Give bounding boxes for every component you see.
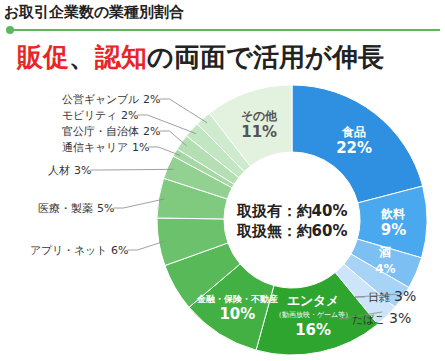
inside-value: 4%	[375, 262, 395, 276]
label-value: 3%	[389, 310, 411, 326]
leader-line	[137, 115, 196, 134]
center-text: 取扱無：約60%	[236, 222, 348, 240]
outside-label: 人材 3%	[48, 164, 91, 177]
label-category: 通信キャリア	[62, 141, 128, 154]
label-category: 公営ギャンブル	[62, 93, 139, 106]
label-value: 6%	[111, 244, 128, 257]
slice	[209, 85, 292, 166]
center-text: 取扱有：約40%	[236, 202, 348, 220]
outside-label: 官公庁・自治体 2%	[62, 125, 160, 138]
label-category: アプリ・ネット	[30, 244, 107, 257]
inside-label: エンタメ（動画放映・ゲーム等）	[275, 293, 352, 319]
label-category: たばこ	[352, 313, 385, 326]
labels: 食品22% 飲料9% 酒 4% 日雑 3% たばこ 3% エンタメ（動画放映・ゲーム等） 16% 金…	[30, 93, 416, 339]
chart: お取引企業数の業種別割合販促、認知の両面で活用が伸長取扱有：約40% 取扱無：約6…	[0, 0, 445, 361]
inside-value: 16%	[295, 321, 331, 339]
header-rule	[10, 29, 440, 31]
label-category: 日雑	[368, 291, 390, 304]
slice	[292, 85, 423, 203]
title-part: 販促	[16, 42, 69, 72]
leader-line	[148, 147, 180, 156]
label-value: 3%	[74, 164, 91, 177]
label-value: 5%	[97, 202, 114, 215]
title-part: の両面で活用が伸長	[147, 42, 384, 72]
inside-value: 11%	[241, 123, 277, 141]
inside-label: 金融・保険・不動産	[196, 294, 278, 304]
label-category: 医療・製薬	[38, 202, 93, 215]
leader-line	[159, 131, 186, 146]
label-value: 2%	[143, 125, 160, 138]
title-part: 、	[69, 42, 95, 72]
label-category: 官公庁・自治体	[62, 125, 139, 138]
inside-label: 飲料	[380, 207, 405, 221]
header-dot	[6, 26, 14, 34]
inside-value: 10%	[219, 305, 255, 323]
slice	[157, 218, 228, 266]
label-value: 1%	[132, 141, 149, 154]
label-value: 3%	[394, 288, 416, 304]
leader-line	[159, 99, 207, 123]
inside-value: 22%	[336, 139, 372, 157]
subtitle: お取引企業数の業種別割合	[4, 3, 184, 21]
label-category: モビリティ	[62, 109, 117, 122]
donut	[157, 85, 427, 355]
leader-line	[355, 294, 397, 297]
inside-value: 9%	[381, 221, 406, 239]
leader-line	[90, 169, 173, 171]
title-part: 認知	[94, 42, 147, 72]
outside-label: 公営ギャンブル 2%	[62, 93, 160, 106]
leader-line	[127, 241, 164, 250]
inside-label: 食品	[341, 125, 366, 139]
label-value: 2%	[121, 109, 138, 122]
outside-label: 医療・製薬 5%	[38, 202, 114, 215]
label-value: 2%	[143, 93, 160, 106]
leader-line	[113, 199, 164, 208]
label-category: 人材	[48, 164, 70, 177]
outside-label: モビリティ 2%	[62, 109, 138, 122]
inside-label: その他	[241, 109, 278, 123]
outside-label: アプリ・ネット 6%	[30, 244, 128, 257]
title: 販促、認知の両面で活用が伸長	[16, 42, 384, 72]
inside-label: 酒	[378, 245, 391, 259]
outside-label: 通信キャリア 1%	[62, 141, 149, 154]
